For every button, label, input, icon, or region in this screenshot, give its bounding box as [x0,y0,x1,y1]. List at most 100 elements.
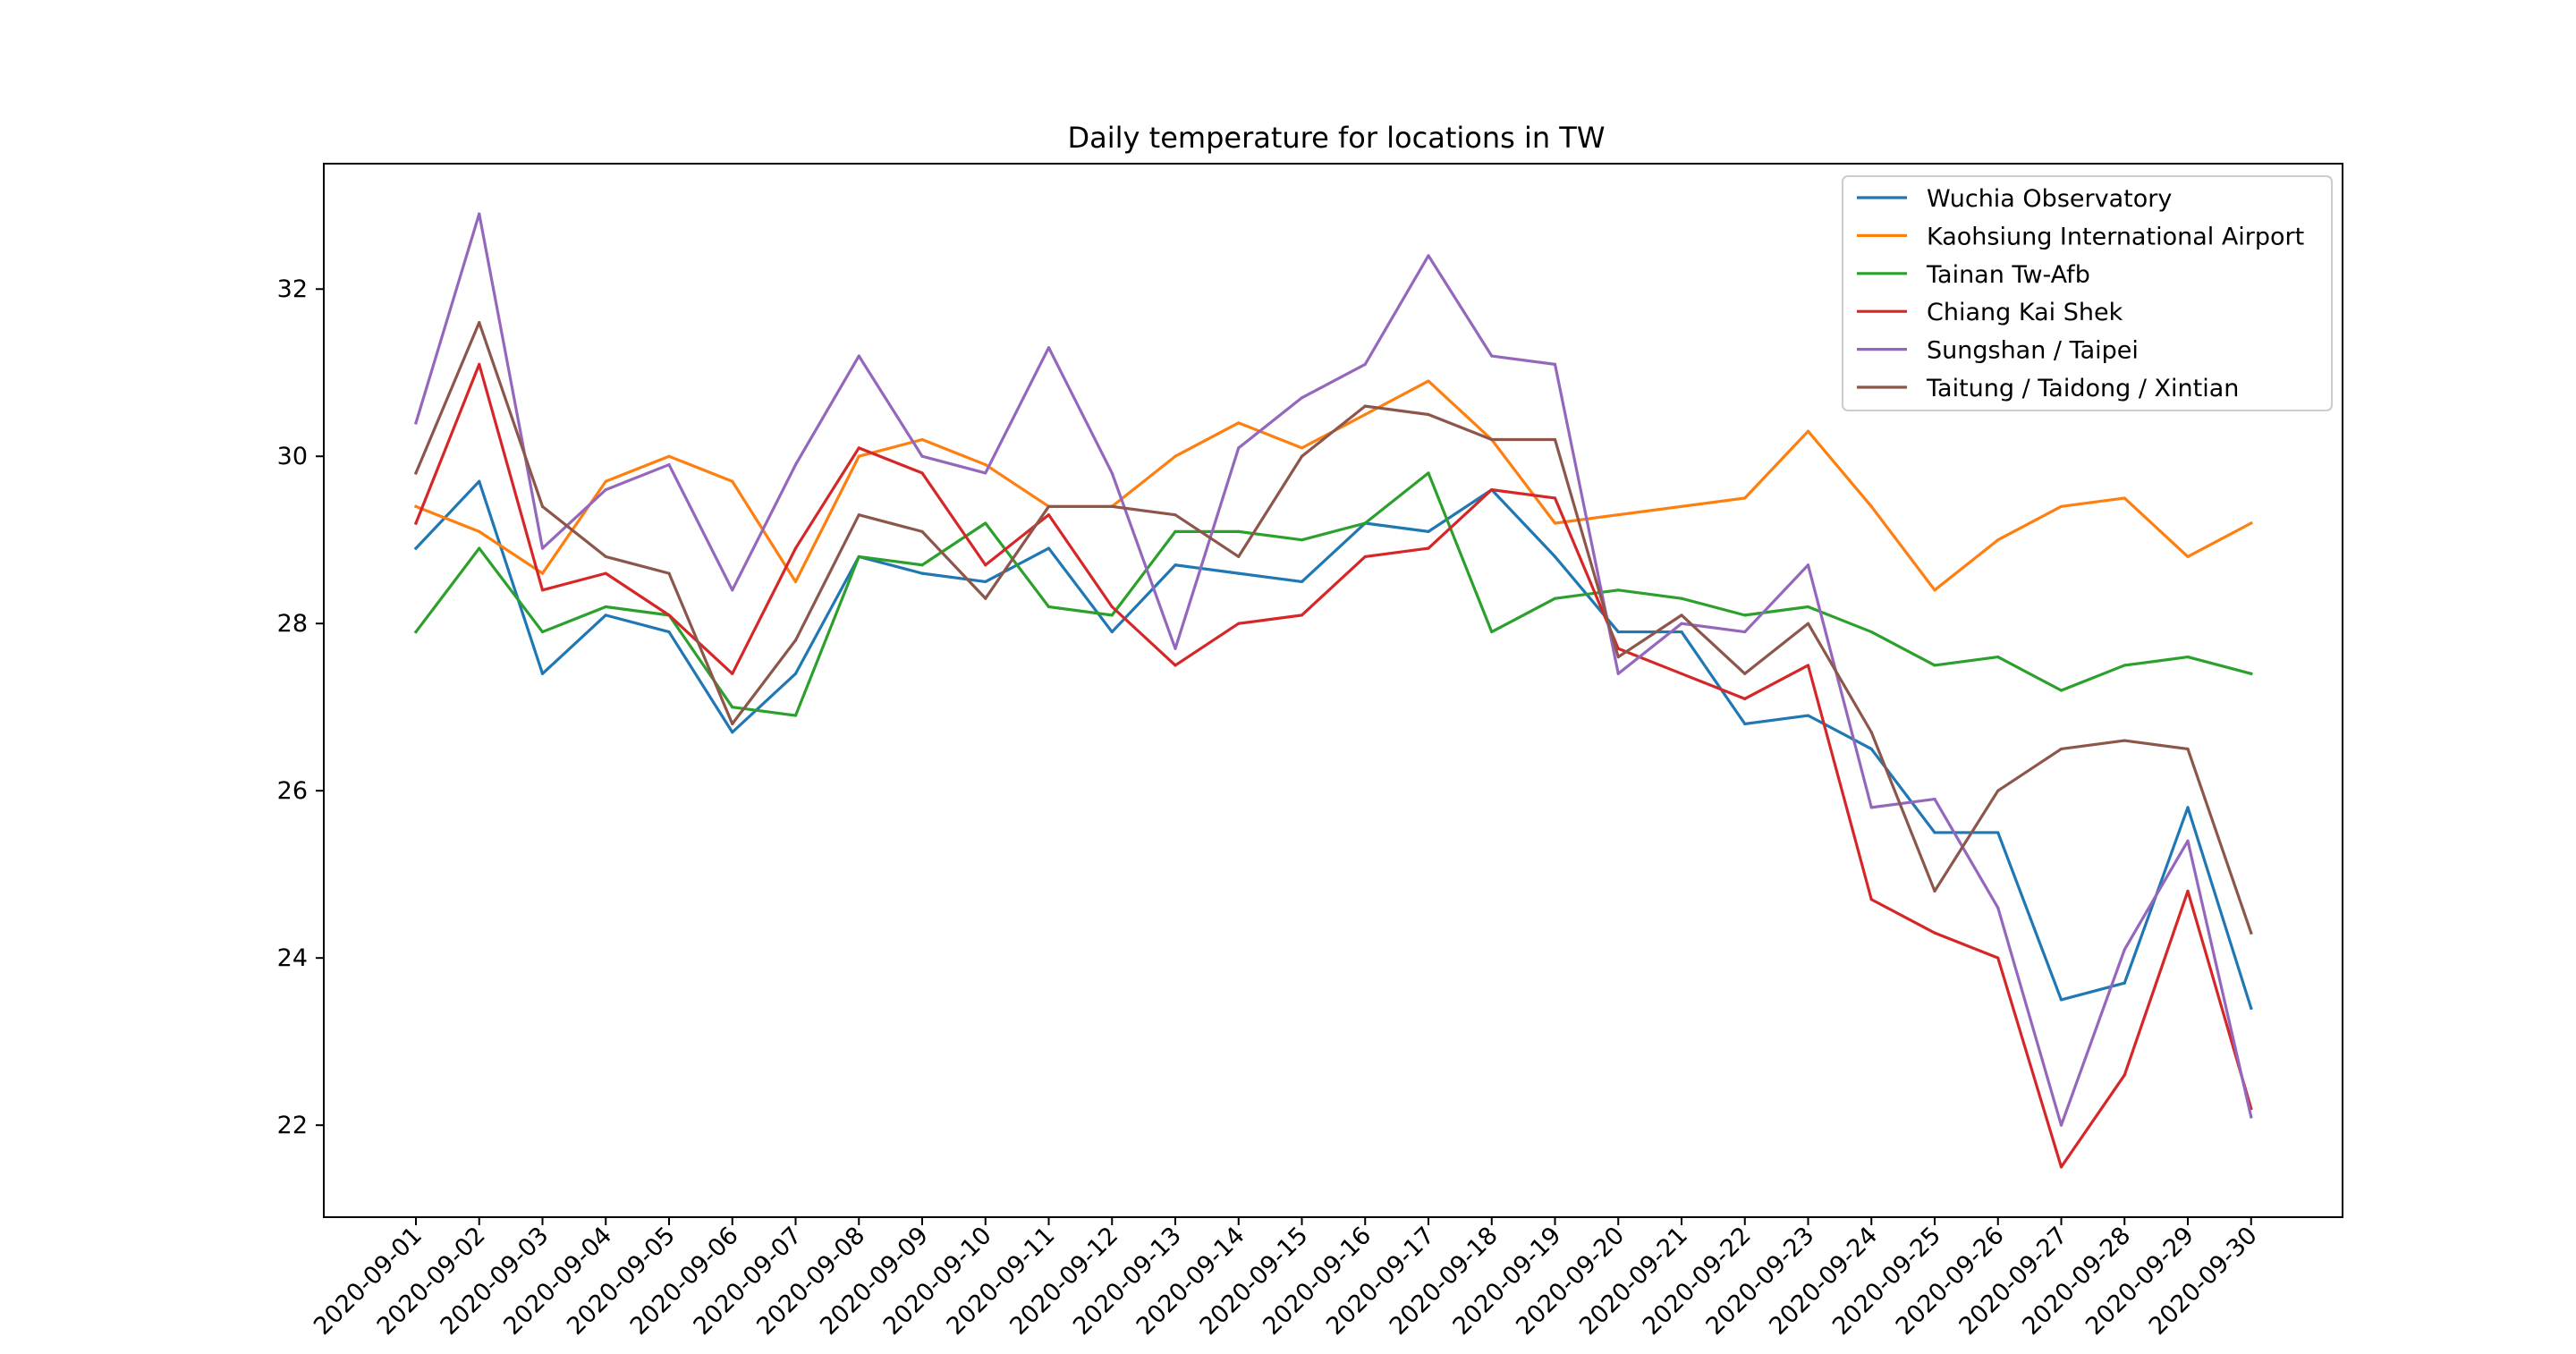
data-point [478,321,481,325]
data-point [540,672,545,675]
data-point [731,479,734,483]
series-line [414,212,2253,1127]
data-point [1174,563,1177,567]
data-point [1743,697,1747,700]
data-point [1553,554,1557,559]
data-point [731,588,734,592]
data-point [1933,664,1936,667]
data-point [1427,471,1430,475]
data-point [2123,739,2126,742]
data-point [1996,906,2000,910]
data-point [1300,454,1304,458]
data-point [920,571,924,575]
data-point [1363,362,1367,366]
data-point [540,571,545,575]
data-point [1743,672,1747,675]
data-point [1553,597,1557,600]
data-point [1490,488,1494,492]
data-point [1174,513,1177,517]
data-point [2186,747,2190,751]
y-tick-label: 24 [277,944,308,972]
data-point [1427,254,1430,258]
data-point [414,471,418,475]
y-tick-label: 30 [277,443,308,470]
data-point [857,354,860,358]
data-point [1553,496,1557,500]
data-point [1046,546,1051,550]
data-point [2186,889,2190,893]
data-point [1174,529,1177,533]
data-point [857,446,860,450]
y-tick-label: 26 [277,777,308,805]
data-point [1743,496,1747,500]
data-point [1743,722,1747,725]
data-point [1933,931,1936,935]
data-point [1933,588,1936,592]
data-point [604,605,607,609]
series-3 [413,362,2253,1169]
data-point [1237,622,1241,625]
data-point [1237,529,1241,533]
data-point [2059,747,2063,751]
data-point [984,563,987,567]
data-point [2059,504,2063,508]
data-point [1933,797,1936,801]
data-point [1237,421,1241,425]
data-point [2123,664,2126,667]
data-point [731,722,734,725]
data-point [857,513,860,517]
series-line [413,479,2253,1011]
data-point [1237,554,1241,559]
x-tick-label: 2020-09-01 [309,1222,428,1341]
data-point [1743,614,1747,617]
legend-label: Chiang Kai Shek [1927,299,2123,326]
series-line [413,321,2253,935]
data-point [414,546,418,550]
data-point [1680,622,1683,625]
data-point [1174,454,1177,458]
data-point [1046,605,1051,609]
legend-box [1842,175,2333,411]
data-point [1743,630,1747,634]
data-point [1363,404,1367,408]
data-point [731,706,734,709]
y-tick-label: 22 [277,1112,308,1139]
data-point [2186,806,2190,809]
data-point [1300,446,1304,450]
data-point [1806,622,1810,625]
data-point [1616,588,1620,592]
data-point [2123,948,2126,952]
data-point [2250,931,2253,935]
data-point [920,454,924,458]
series-line [413,471,2253,717]
data-point [731,731,734,734]
data-point [1996,656,2000,659]
data-point [1237,446,1241,450]
data-point [1427,379,1430,383]
data-point [1427,412,1430,417]
data-point [1110,504,1114,508]
series-5 [413,321,2253,935]
series-4 [414,212,2253,1127]
data-point [1869,898,1873,901]
legend-label: Sungshan / Taipei [1927,337,2139,365]
data-point [1869,630,1873,634]
legend-label: Kaohsiung International Airport [1927,223,2304,250]
data-point [2250,1006,2253,1010]
data-point [1110,614,1114,617]
data-point [793,639,798,642]
data-point [1616,672,1620,675]
data-point [604,488,607,492]
data-point [1553,521,1557,525]
data-point [540,630,545,634]
data-point [1680,630,1683,634]
data-point [1427,546,1430,550]
data-point [1300,614,1304,617]
data-point [2250,1115,2253,1119]
data-point [920,563,924,567]
data-point [1363,521,1367,525]
data-point [540,504,545,508]
data-point [1363,412,1367,417]
data-point [2186,839,2190,842]
